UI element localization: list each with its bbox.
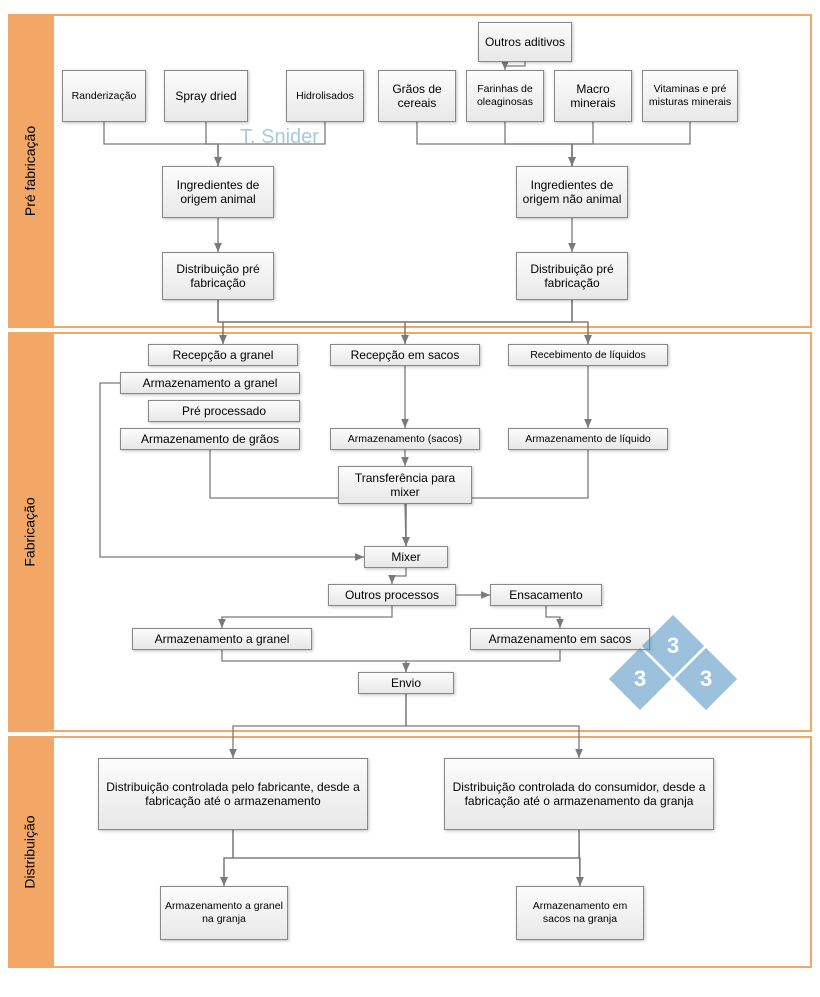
node-armaz_granja_sacos: Armazenamento em sacos na granja [516,886,644,940]
node-hidrolisados: Hidrolisados [286,70,364,122]
node-armaz_granel: Armazenamento a granel [120,372,300,394]
node-ing_animal: Ingredientes de origem animal [162,166,274,218]
node-ing_nao_animal: Ingredientes de origem não animal [516,166,628,218]
node-dist_pre_2: Distribuição pré fabricação [516,252,628,300]
node-recep_granel: Recepção a granel [148,344,298,366]
node-outros_proc: Outros processos [328,584,456,606]
node-pre_processado: Pré processado [148,400,300,422]
flowchart-root: Pré fabricaçãoFabricaçãoDistribuição T. … [0,0,820,997]
phase-label-p3: Distribuição [8,736,52,968]
node-armaz_liquido: Armazenamento de líquido [508,428,668,450]
node-transf_mixer: Transferência para mixer [338,466,472,504]
node-outros_aditivos: Outros aditivos [478,22,572,62]
node-farinhas: Farinhas de oleaginosas [466,70,544,122]
phase-label-p1: Pré fabricação [8,14,52,328]
node-armaz_granja_granel: Armazenamento a granel na granja [160,886,288,940]
phase-label-p2: Fabricação [8,332,52,732]
node-ensacamento: Ensacamento [490,584,602,606]
node-dist_fabricante: Distribuição controlada pelo fabricante,… [98,758,368,830]
node-randerizacao: Randerização [62,70,146,122]
node-dist_consumidor: Distribuição controlada do consumidor, d… [444,758,714,830]
node-spray_dried: Spray dried [164,70,248,122]
node-vitaminas: Vitaminas e pré misturas minerais [642,70,738,122]
node-mixer: Mixer [364,546,448,568]
node-envio: Envio [358,672,454,694]
node-armaz_graos: Armazenamento de grãos [120,428,300,450]
node-recep_liquidos: Recebimento de líquidos [508,344,668,366]
node-armaz_sacos: Armazenamento (sacos) [330,428,480,450]
node-recep_sacos: Recepção em sacos [330,344,480,366]
node-dist_pre_1: Distribuição pré fabricação [162,252,274,300]
node-armaz_granel2: Armazenamento a granel [132,628,312,650]
node-graos_cereais: Grãos de cereais [378,70,456,122]
node-armaz_sacos2: Armazenamento em sacos [470,628,650,650]
node-macro_minerais: Macro minerais [554,70,632,122]
